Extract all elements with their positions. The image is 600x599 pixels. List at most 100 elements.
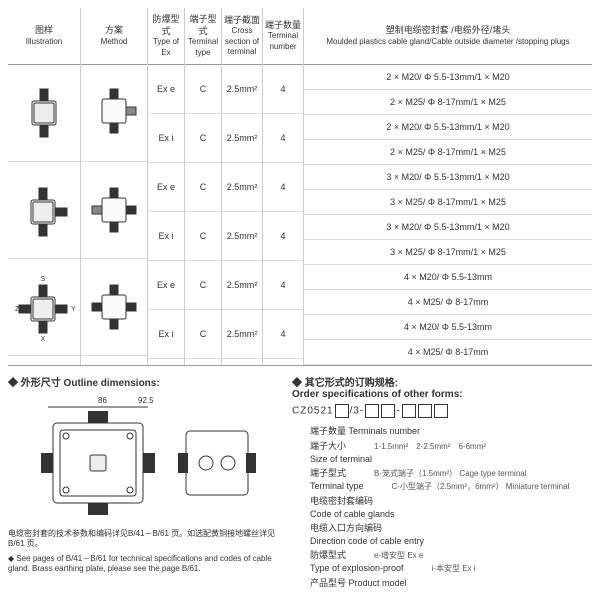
cell: C (185, 65, 221, 114)
label: See pages of B/41－B/61 for technical spe… (8, 554, 272, 573)
cell: 2.5mm² (222, 65, 262, 114)
label: CZ0521 (292, 406, 334, 417)
dim-label: 92.5 (138, 396, 154, 405)
outline-note-cn: 电缆密封套的技术参数和编码详见B/41－B/61 页。如选配黄铜接地螺丝详见 B… (8, 529, 284, 550)
cell: 4 × M25/ Φ 8-17mm (304, 290, 592, 315)
order-title: ◆ 其它形式的订购规格: Order specifications of oth… (292, 374, 592, 400)
code-box (402, 404, 416, 418)
cell: 4 × M20/ Φ 5.5-13mm (304, 265, 592, 290)
col-method: 方案 Method (81, 8, 148, 365)
label: Terminal number (265, 31, 301, 52)
cell: 2 × M25/ Φ 8-17mm/1 × M25 (304, 90, 592, 115)
cell: 3 × M25/ Φ 8-17mm/1 × M25 (304, 190, 592, 215)
label: Order specifications of other forms: (292, 389, 463, 400)
order-line: 防爆型式e-增安型 Ex e (310, 548, 592, 561)
cell: Ex e (148, 65, 184, 114)
order-line: 端子大小 1-1.5mm² 2-2.5mm² 6-6mm² (310, 439, 592, 452)
outline-title: ◆ 外形尺寸 Outline dimensions: (8, 374, 284, 389)
label: Type of explosion-proof (310, 563, 404, 573)
label: i-本安型 Ex i (432, 564, 476, 573)
cell: 4 (263, 114, 303, 163)
cell: 2.5mm² (222, 261, 262, 310)
order-line: Code of cable glands (310, 509, 592, 519)
order-line: Terminal typeC-小型端子（2.5mm²，6mm²） Miniatu… (310, 481, 592, 492)
cell: 2 × M20/ Φ 5.5-13mm/1 × M20 (304, 65, 592, 90)
col-type-ex: 防爆型式 Type of Ex Ex e Ex i Ex e Ex i Ex e… (148, 8, 185, 365)
method-1 (81, 65, 147, 162)
cell: Ex i (148, 114, 184, 163)
cell: Ex i (148, 212, 184, 261)
label: Cross section of terminal (224, 26, 260, 57)
cell: 3 × M20/ Φ 5.5-13mm/1 × M20 (304, 215, 592, 240)
illus-2 (8, 162, 80, 259)
illus-3: S X Z Y (8, 259, 80, 356)
code-box (418, 404, 432, 418)
label: Code of cable glands (310, 509, 395, 519)
hdr-terminal-num: 端子数量 Terminal number (263, 8, 303, 65)
svg-text:Z: Z (15, 306, 20, 313)
label: 图样 (10, 25, 78, 37)
method-2 (81, 162, 147, 259)
label: Method (83, 37, 145, 47)
model-code: CZ0521/3-- (292, 404, 592, 418)
method-icon (84, 180, 144, 240)
label: B-笼式端子（1.5mm²） Cage type terminal (374, 469, 526, 478)
junction-box-icon (11, 180, 77, 240)
label: 端子数量 (265, 20, 301, 32)
cell: 4 (263, 163, 303, 212)
spec-table: 图样 Illustration (8, 8, 592, 366)
method-icon (84, 277, 144, 337)
label: 电缆入口方向编码 (310, 523, 382, 533)
label: 1-1.5mm² 2-2.5mm² 6-6mm² (374, 442, 486, 451)
outline-dimensions: ◆ 外形尺寸 Outline dimensions: 86 92.5 电缆密封套… (8, 374, 284, 591)
hdr-type-ex: 防爆型式 Type of Ex (148, 8, 184, 65)
hdr-cross: 端子截面 Cross section of terminal (222, 8, 262, 65)
label: Size of terminal (310, 454, 372, 464)
label: Illustration (10, 37, 78, 47)
svg-text:S: S (41, 276, 46, 283)
cell: 4 × M25/ Φ 8-17mm (304, 340, 592, 365)
bottom-section: ◆ 外形尺寸 Outline dimensions: 86 92.5 电缆密封套… (8, 374, 592, 591)
cell: 2 × M25/ Φ 8-17mm/1 × M25 (304, 140, 592, 165)
label: 端子截面 (224, 15, 260, 27)
order-line: 电缆入口方向编码 (310, 521, 592, 534)
cell: 4 (263, 261, 303, 310)
svg-text:X: X (41, 336, 46, 343)
cell: Ex e (148, 261, 184, 310)
cell: 2.5mm² (222, 114, 262, 163)
label: 端子大小 (310, 441, 346, 451)
label: 塑制电缆密封套 /电缆外径/堵头 (306, 25, 590, 37)
label: Direction code of cable entry (310, 536, 424, 546)
cell: C (185, 114, 221, 163)
order-line: Size of terminal (310, 454, 592, 464)
code-box (365, 404, 379, 418)
label: 电缆密封套编码 (310, 496, 373, 506)
label: 方案 (83, 25, 145, 37)
label: 端子型式 (310, 468, 346, 478)
cell: 4 (263, 65, 303, 114)
cell: Ex e (148, 163, 184, 212)
outline-drawing: 86 92.5 (8, 393, 278, 523)
illus-1 (8, 65, 80, 162)
col-terminal-type: 端子型式 Terminal type C C C C C C (185, 8, 222, 365)
dim-label: 86 (98, 396, 107, 405)
code-box (381, 404, 395, 418)
cell: C (185, 212, 221, 261)
code-box (434, 404, 448, 418)
order-line: 端子型式 B-笼式端子（1.5mm²） Cage type terminal (310, 466, 592, 479)
hdr-gland: 塑制电缆密封套 /电缆外径/堵头 Moulded plastics cable … (304, 8, 592, 65)
cell: 3 × M20/ Φ 5.5-13mm/1 × M20 (304, 165, 592, 190)
cell: 2.5mm² (222, 212, 262, 261)
cell: 2 × M20/ Φ 5.5-13mm/1 × M20 (304, 115, 592, 140)
label: C-小型端子（2.5mm²，6mm²） Miniature terminal (392, 482, 570, 491)
label: e-增安型 Ex e (374, 551, 423, 560)
cell: 3 × M25/ Φ 8-17mm/1 × M25 (304, 240, 592, 265)
hdr-terminal-type: 端子型式 Terminal type (185, 8, 221, 65)
junction-box-icon: S X Z Y (11, 271, 77, 343)
hdr-method: 方案 Method (81, 8, 147, 65)
label: Moulded plastics cable gland/Cable outsi… (306, 37, 590, 47)
col-illustration: 图样 Illustration (8, 8, 81, 365)
label: Type of Ex (150, 37, 182, 58)
cell: Ex i (148, 310, 184, 359)
label: Terminal type (187, 37, 219, 58)
